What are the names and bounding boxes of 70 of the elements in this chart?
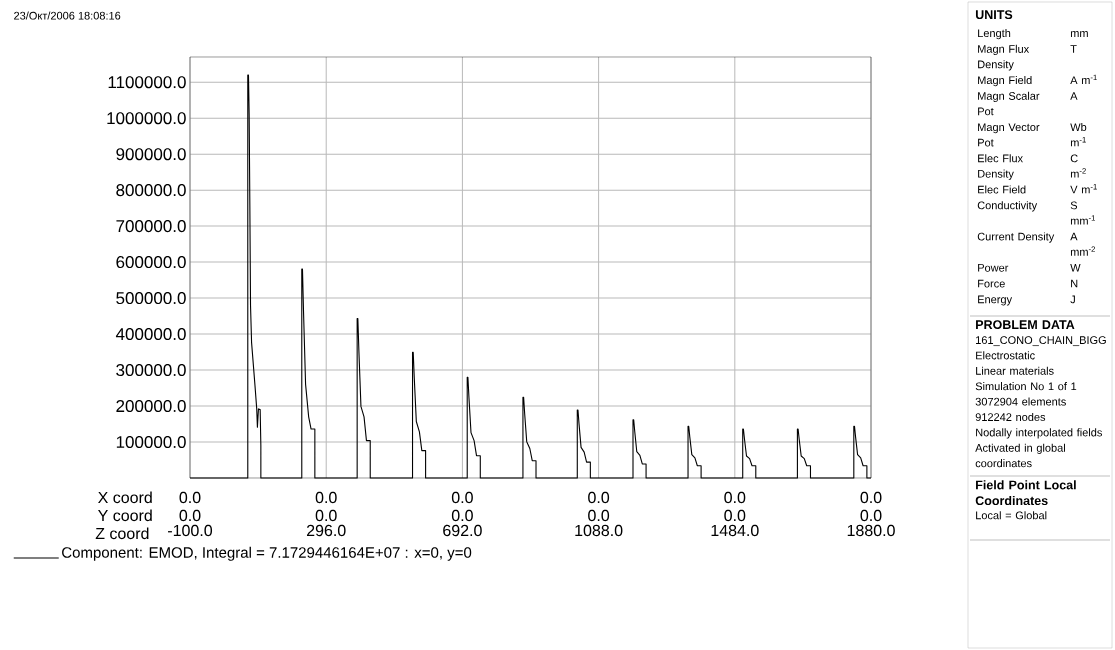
text: Magn Flux Density	[978, 44, 1030, 71]
text: Y coord	[98, 509, 152, 522]
text: 161_CONO_CHAIN_BIGG	[976, 336, 1106, 347]
y-tick-label: 400000.0	[115, 328, 186, 341]
x-tick-label: 1088.0	[575, 524, 623, 537]
y-tick-label: 1000000.0	[107, 112, 186, 125]
y-tick-label: 300000.0	[116, 364, 186, 377]
text: N	[1071, 279, 1078, 288]
text: 0.0	[860, 509, 882, 522]
text: 0.0	[315, 491, 337, 504]
text: mm	[1070, 31, 1088, 37]
y-tick-label: 500000.0	[116, 292, 186, 305]
y-tick-label: 700000.0	[116, 220, 186, 233]
text: 0.0	[179, 509, 201, 522]
text: Conductivity	[977, 201, 1038, 212]
text: 3072904 elements	[975, 397, 1066, 406]
text: X coord	[98, 491, 152, 504]
text: 0.0	[179, 491, 201, 504]
text: Wb m$^{-1}$	[1070, 123, 1087, 147]
y-tick-label: 100000.0	[116, 435, 186, 449]
text: PROBLEM DATA	[976, 320, 1075, 330]
text: S mm$^{-1}$	[1070, 201, 1096, 225]
x-tick-label: 296.0	[306, 524, 346, 537]
text: Electrostatic	[976, 351, 1035, 360]
text: 0.0	[588, 491, 610, 504]
y-tick-label: 200000.0	[116, 400, 186, 413]
text: Magn Scalar Pot	[978, 91, 1040, 116]
x-tick-label: 1484.0	[711, 524, 759, 537]
text: T	[1070, 45, 1077, 53]
x-axis-title: Z coord	[95, 527, 149, 540]
text: Current Density	[977, 232, 1055, 243]
y-tick-label: 600000.0	[116, 256, 186, 269]
x-tick-label: 692.0	[443, 524, 482, 537]
text: A	[1070, 92, 1078, 100]
text: 0.0	[451, 491, 473, 504]
text: Field Point Local Coordinates	[975, 480, 1076, 506]
text: Activated in global coordinates	[975, 443, 1065, 468]
y-tick-label: 900000.0	[116, 148, 186, 161]
text: Local = Global	[976, 511, 1047, 520]
text: 0.0	[451, 509, 473, 522]
text: Force	[978, 279, 1005, 288]
text: Magn Vector Pot	[978, 123, 1040, 147]
text: Elec Flux Density	[978, 154, 1023, 180]
text: W	[1070, 264, 1081, 272]
text: Power	[978, 264, 1009, 272]
text: 0.0	[588, 509, 610, 522]
text: 0.0	[724, 509, 746, 522]
text: C m$^{-2}$	[1070, 154, 1086, 178]
y-tick-label: 1100000.0	[108, 76, 186, 89]
text: A mm$^{-2}$	[1070, 232, 1095, 256]
text: UNITS	[975, 10, 1013, 20]
text: J	[1070, 295, 1075, 304]
text: 0.0	[724, 491, 746, 504]
text: Magn Field	[978, 76, 1032, 87]
text: A m$^{-1}$	[1070, 74, 1097, 84]
x-tick-label: 1880.0	[847, 524, 895, 537]
text: Length	[978, 29, 1011, 40]
text: 0.0	[315, 509, 337, 522]
text: Linear materials	[976, 366, 1054, 375]
text: Nodally interpolated fields	[976, 428, 1102, 439]
text: V m$^{-1}$	[1070, 184, 1097, 194]
legend-label: Component: EMOD, Integral = 7.1729446164E+07 : x=0, y=0	[62, 546, 472, 561]
text: Simulation No 1 of 1	[975, 382, 1077, 391]
text: Elec Field	[978, 185, 1026, 194]
text: 912242 nodes	[975, 412, 1046, 421]
y-tick-label: 800000.0	[116, 184, 186, 197]
text: Energy	[978, 295, 1013, 306]
text: 0.0	[860, 491, 882, 504]
text: 23/Окт/2006 18:08:16	[14, 11, 121, 20]
x-tick-label: -100.0	[168, 524, 213, 537]
